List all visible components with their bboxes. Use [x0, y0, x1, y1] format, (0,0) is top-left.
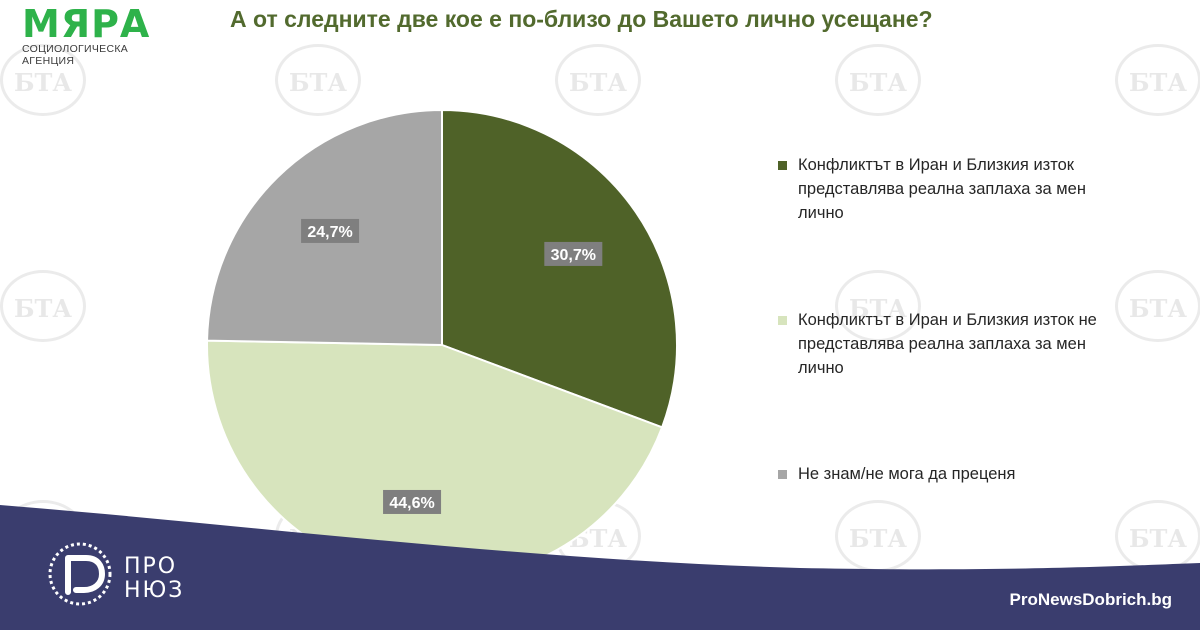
- legend-item-2: Конфликтът в Иран и Близкия изток не пре…: [778, 308, 1108, 380]
- data-label-bg-3: [301, 218, 360, 243]
- data-label-3: 24,7%: [301, 218, 360, 243]
- data-label-text-2: 44,6%: [389, 495, 434, 512]
- pronews-logo-icon: [48, 542, 112, 606]
- footer-band-shape: [0, 505, 1200, 630]
- bta-watermark: БТА: [1115, 500, 1200, 572]
- pronews-brand-text: ПРО НЮЗ: [124, 555, 184, 603]
- bta-watermark: БТА: [835, 270, 921, 342]
- bta-watermark: БТА: [0, 44, 86, 116]
- legend-item-3: Не знам/не мога да преценя: [778, 462, 1108, 486]
- logo-name: МЯРА: [22, 2, 151, 46]
- data-label-text-1: 30,7%: [551, 247, 596, 264]
- bta-watermark: БТА: [835, 44, 921, 116]
- legend-label-2: Конфликтът в Иран и Близкия изток не пре…: [798, 311, 1097, 377]
- legend-label-3: Не знам/не мога да преценя: [798, 465, 1016, 483]
- data-label-2: 44,6%: [383, 489, 442, 514]
- data-label-bg-2: [383, 489, 442, 514]
- data-label-text-3: 24,7%: [307, 224, 352, 241]
- myara-logo: МЯРА СОЦИОЛОГИЧЕСКА АГЕНЦИЯ: [22, 2, 182, 67]
- legend-swatch-2: [778, 316, 787, 325]
- logo-subtitle: СОЦИОЛОГИЧЕСКА АГЕНЦИЯ: [22, 43, 129, 67]
- data-label-bg-1: [544, 241, 603, 266]
- legend-label-1: Конфликтът в Иран и Близкия изток предст…: [798, 156, 1086, 222]
- legend-swatch-3: [778, 470, 787, 479]
- legend-item-1: Конфликтът в Иран и Близкия изток предст…: [778, 153, 1108, 225]
- pie-slice-1: [441, 108, 678, 429]
- bta-watermark: БТА: [835, 500, 921, 572]
- brand-line-1: ПРО: [124, 554, 178, 579]
- bta-watermark: БТА: [1115, 44, 1200, 116]
- bta-watermark: БТА: [1115, 270, 1200, 342]
- chart-title: А от следните две кое е по-близо до Ваше…: [230, 6, 933, 32]
- bta-watermark: БТА: [275, 44, 361, 116]
- data-label-1: 30,7%: [544, 241, 603, 266]
- site-url: ProNewsDobrich.bg: [1009, 590, 1172, 609]
- bta-watermark: БТА: [555, 44, 641, 116]
- legend-swatch-1: [778, 161, 787, 170]
- brand-line-2: НЮЗ: [124, 578, 185, 603]
- bta-watermark: БТА: [0, 270, 86, 342]
